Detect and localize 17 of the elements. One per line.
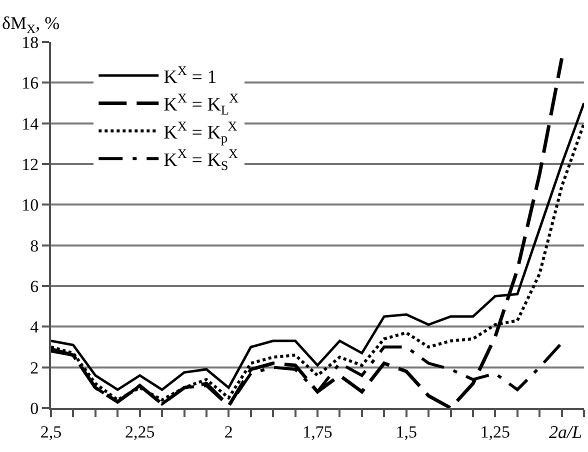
y-tick-label: 8 [30, 236, 39, 256]
y-tick-label: 16 [22, 74, 39, 93]
y-tick-label: 0 [30, 398, 39, 418]
x-tick-label: 1,75 [302, 422, 332, 442]
x-tick-label: 1,25 [480, 422, 510, 442]
y-tick-label: 6 [30, 276, 39, 296]
x-tick-label: 2 [224, 422, 233, 442]
y-tick-label: 4 [30, 318, 40, 337]
legend-label: K$^{X}$ = 1 [164, 62, 217, 88]
y-tick-label: 14 [22, 114, 40, 134]
y-tick-label: 10 [22, 196, 39, 215]
x-tick-label: 2,25 [124, 422, 155, 442]
y-tick-label: 2 [30, 358, 39, 378]
y-tick-label: 12 [22, 154, 39, 174]
x-tick-label: 1,5 [396, 422, 417, 442]
x-tick-label: 2,5 [40, 422, 62, 442]
x-axis-title: 2a/L [549, 422, 582, 442]
